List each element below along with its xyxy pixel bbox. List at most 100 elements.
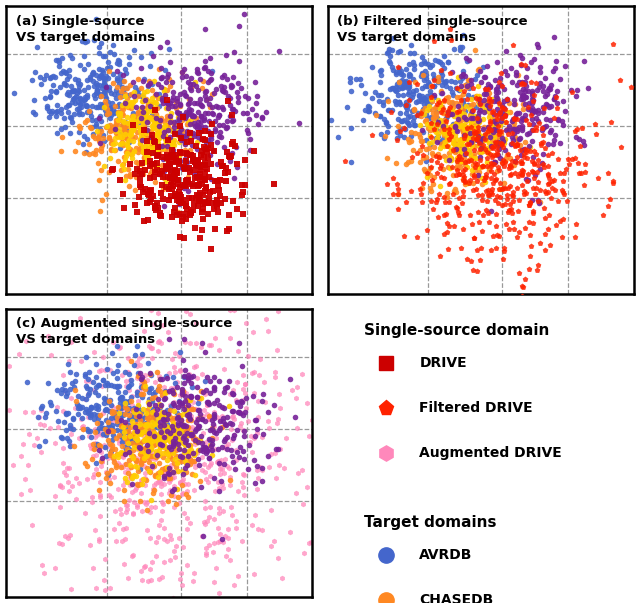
Point: [485, 132, 495, 142]
Point: [227, 81, 237, 91]
Point: [240, 91, 250, 101]
Point: [94, 74, 104, 83]
Point: [464, 122, 474, 132]
Point: [60, 531, 70, 541]
Point: [517, 113, 527, 122]
Point: [221, 176, 231, 186]
Point: [529, 54, 539, 64]
Point: [227, 116, 237, 126]
Point: [125, 412, 136, 422]
Point: [144, 394, 154, 404]
Point: [429, 113, 439, 122]
Point: [241, 394, 251, 403]
Point: [163, 124, 173, 134]
Point: [404, 59, 414, 69]
Point: [490, 157, 500, 167]
Point: [451, 119, 461, 128]
Point: [136, 114, 147, 124]
Point: [95, 492, 106, 502]
Point: [502, 150, 512, 159]
Point: [76, 402, 86, 412]
Point: [140, 106, 150, 116]
Point: [107, 442, 117, 452]
Point: [146, 103, 156, 112]
Point: [152, 103, 163, 113]
Point: [46, 87, 56, 96]
Point: [95, 441, 106, 451]
Point: [435, 100, 445, 110]
Point: [63, 87, 73, 96]
Point: [151, 113, 161, 123]
Point: [67, 81, 77, 91]
Point: [122, 112, 132, 122]
Point: [376, 66, 386, 76]
Point: [401, 65, 412, 74]
Point: [232, 87, 242, 97]
Point: [158, 453, 168, 463]
Point: [420, 103, 430, 112]
Point: [502, 70, 512, 80]
Point: [205, 377, 215, 387]
Point: [246, 431, 256, 441]
Point: [93, 536, 104, 546]
Point: [92, 382, 102, 391]
Point: [225, 112, 235, 121]
Point: [400, 100, 410, 110]
Point: [312, 475, 322, 484]
Point: [211, 101, 221, 110]
Point: [200, 389, 211, 399]
Point: [147, 85, 157, 95]
Point: [27, 75, 37, 85]
Point: [543, 151, 553, 160]
Point: [527, 89, 537, 98]
Point: [440, 119, 450, 128]
Point: [120, 156, 130, 165]
Point: [428, 118, 438, 128]
Point: [313, 487, 323, 497]
Point: [481, 177, 491, 186]
Point: [449, 221, 459, 230]
Point: [71, 494, 81, 504]
Point: [497, 113, 507, 123]
Point: [99, 137, 109, 147]
Point: [100, 51, 110, 60]
Point: [232, 97, 243, 107]
Point: [201, 86, 211, 96]
Point: [179, 409, 189, 418]
Point: [195, 75, 205, 84]
Point: [173, 175, 183, 185]
Point: [426, 186, 436, 196]
Point: [153, 114, 163, 124]
Point: [214, 503, 224, 513]
Point: [150, 446, 161, 456]
Point: [464, 139, 474, 149]
Point: [56, 104, 66, 114]
Point: [107, 98, 117, 108]
Point: [461, 254, 472, 264]
Point: [465, 153, 476, 163]
Point: [487, 153, 497, 162]
Point: [464, 75, 474, 85]
Point: [415, 136, 426, 145]
Point: [180, 407, 191, 417]
Point: [155, 433, 165, 443]
Point: [115, 69, 125, 79]
Point: [454, 151, 465, 160]
Point: [108, 406, 118, 416]
Point: [484, 113, 494, 122]
Point: [209, 116, 220, 126]
Point: [138, 376, 148, 385]
Point: [228, 196, 238, 206]
Point: [454, 151, 465, 160]
Point: [216, 402, 227, 412]
Point: [208, 109, 218, 118]
Point: [511, 157, 521, 167]
Point: [122, 101, 132, 111]
Point: [466, 94, 476, 104]
Point: [238, 384, 248, 394]
Point: [228, 433, 239, 443]
Point: [181, 405, 191, 415]
Point: [162, 455, 172, 465]
Point: [120, 409, 130, 418]
Point: [120, 534, 130, 544]
